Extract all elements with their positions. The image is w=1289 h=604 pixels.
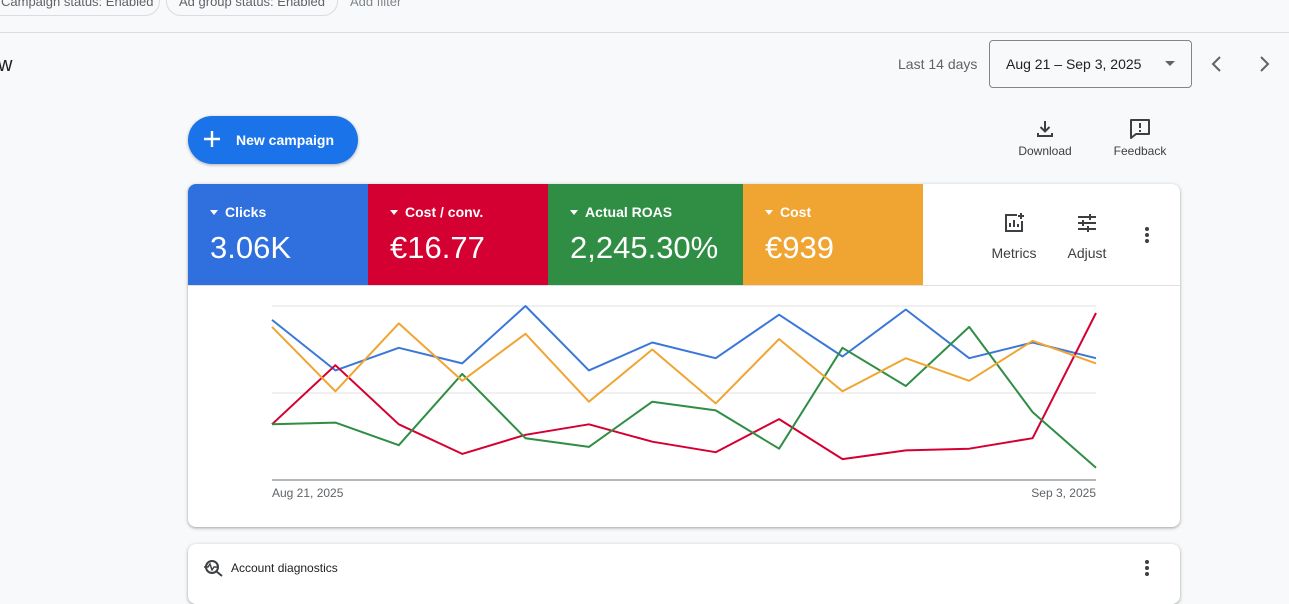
more-vert-icon[interactable] <box>1144 225 1150 245</box>
filter-chip-ad-group-status[interactable]: Ad group status: Enabled <box>166 0 338 16</box>
chevron-right-icon <box>1260 56 1270 72</box>
account-diagnostics-card[interactable]: Account diagnostics <box>188 544 1180 604</box>
diagnostics-icon <box>204 560 223 577</box>
metric-name: Clicks <box>225 204 267 220</box>
metric-tile-actual-roas[interactable]: Actual ROAS 2,245.30% <box>548 184 743 285</box>
page-title: w <box>0 54 13 76</box>
adjust-label: Adjust <box>1067 245 1107 261</box>
chart-series-line-1 <box>271 312 1097 461</box>
metric-value: €16.77 <box>390 230 485 265</box>
chevron-left-icon <box>1211 56 1221 72</box>
dropdown-arrow-icon <box>1165 61 1175 66</box>
chart-series-line-0 <box>271 305 1097 372</box>
filter-chip-campaign-status[interactable]: Campaign status: Enabled <box>0 0 160 16</box>
x-axis-end-label: Sep 3, 2025 <box>1031 486 1096 500</box>
previous-period-button[interactable] <box>1203 50 1231 78</box>
metric-tile-cost[interactable]: Cost €939 <box>743 184 923 285</box>
dropdown-arrow-icon <box>210 210 218 215</box>
plus-icon <box>204 131 220 147</box>
feedback-icon <box>1130 119 1150 139</box>
metric-value: €939 <box>765 230 834 265</box>
filter-bar: Campaign status: Enabled Ad group status… <box>0 0 1289 33</box>
date-range-label: Last 14 days <box>898 56 978 72</box>
chart-series-line-2 <box>271 325 1097 469</box>
download-label: Download <box>1018 144 1072 158</box>
dropdown-arrow-icon <box>390 210 398 215</box>
metric-tile-cost-per-conversion[interactable]: Cost / conv. €16.77 <box>368 184 548 285</box>
download-icon <box>1037 121 1053 137</box>
metric-name: Actual ROAS <box>585 204 673 220</box>
performance-line-chart <box>271 305 1097 481</box>
x-axis-start-label: Aug 21, 2025 <box>272 486 344 500</box>
account-diagnostics-label: Account diagnostics <box>231 561 338 575</box>
more-vert-icon[interactable] <box>1144 558 1150 578</box>
next-period-button[interactable] <box>1250 50 1278 78</box>
metric-value: 3.06K <box>210 230 292 265</box>
dropdown-arrow-icon <box>765 210 773 215</box>
divider <box>188 285 1180 286</box>
feedback-button[interactable]: Feedback <box>1100 118 1180 164</box>
add-filter-link[interactable]: Add filter <box>350 0 402 9</box>
metric-name: Cost / conv. <box>405 204 484 220</box>
metric-tile-clicks[interactable]: Clicks 3.06K <box>188 184 368 285</box>
metric-name: Cost <box>780 204 812 220</box>
tune-icon <box>1078 214 1096 232</box>
dropdown-arrow-icon <box>570 210 578 215</box>
metrics-label: Metrics <box>991 245 1037 261</box>
date-range-value: Aug 21 – Sep 3, 2025 <box>1006 56 1142 72</box>
performance-card: Clicks 3.06K Cost / conv. €16.77 Actual … <box>188 184 1180 527</box>
adjust-button[interactable]: Adjust <box>1062 212 1112 261</box>
new-campaign-button[interactable]: New campaign <box>188 116 358 164</box>
chart-series-line-3 <box>271 322 1097 405</box>
date-range-picker[interactable]: Aug 21 – Sep 3, 2025 <box>989 40 1192 88</box>
metrics-button[interactable]: Metrics <box>986 212 1042 261</box>
new-campaign-label: New campaign <box>236 132 335 148</box>
feedback-label: Feedback <box>1113 144 1167 158</box>
bar-chart-add-icon <box>1005 213 1024 232</box>
metric-value: 2,245.30% <box>570 230 719 265</box>
download-button[interactable]: Download <box>1005 118 1085 164</box>
